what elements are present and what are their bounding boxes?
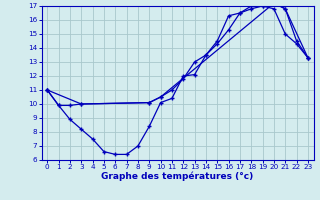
X-axis label: Graphe des températures (°c): Graphe des températures (°c) [101,172,254,181]
